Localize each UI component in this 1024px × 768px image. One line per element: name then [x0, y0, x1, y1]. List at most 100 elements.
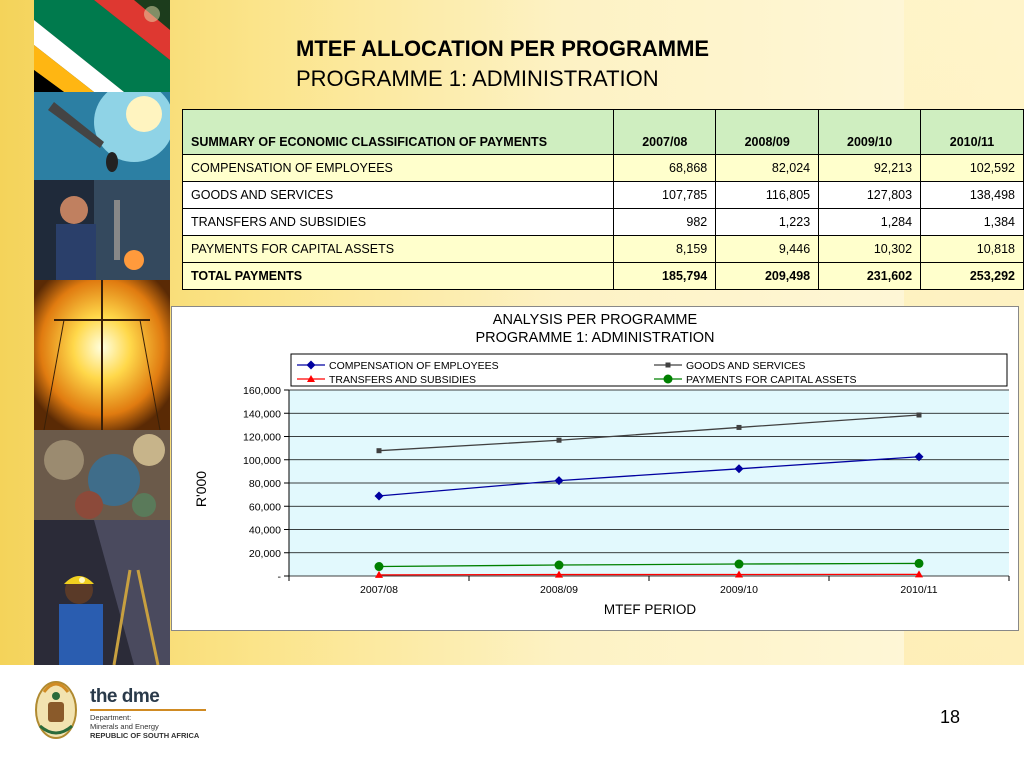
- department-text: Department: Minerals and Energy REPUBLIC…: [90, 713, 199, 740]
- table-cell: 9,446: [715, 235, 820, 263]
- worker-furnace-photo: [34, 180, 170, 280]
- legend-label: TRANSFERS AND SUBSIDIES: [329, 374, 476, 386]
- y-tick-label: 20,000: [249, 548, 281, 560]
- row-label: TRANSFERS AND SUBSIDIES: [181, 208, 615, 236]
- table-cell: 10,818: [920, 235, 1024, 263]
- row-label: PAYMENTS FOR CAPITAL ASSETS: [181, 235, 615, 263]
- electricity-photo: [34, 280, 170, 430]
- table-row: PAYMENTS FOR CAPITAL ASSETS 8,159 9,446 …: [181, 235, 1024, 263]
- y-axis-label: R'000: [193, 471, 209, 507]
- table-cell: 1,384: [920, 208, 1024, 236]
- table-cell: 10,302: [818, 235, 922, 263]
- oil-drop-photo: [34, 92, 170, 180]
- data-point: [554, 476, 564, 486]
- y-tick-label: 160,000: [243, 385, 281, 397]
- data-point: [735, 570, 743, 578]
- chart-title: ANALYSIS PER PROGRAMME: [493, 312, 698, 328]
- total-cell: 209,498: [715, 262, 820, 290]
- page-number: 18: [940, 707, 961, 727]
- table-header-row: SUMMARY OF ECONOMIC CLASSIFICATION OF PA…: [181, 109, 1024, 155]
- data-point: [734, 464, 744, 474]
- data-point: [375, 570, 383, 578]
- table-total-row: TOTAL PAYMENTS 185,794 209,498 231,602 2…: [181, 262, 1024, 290]
- y-tick-label: 40,000: [249, 525, 281, 537]
- y-tick-label: 80,000: [249, 478, 281, 490]
- x-tick-label: 2009/10: [720, 584, 758, 596]
- table-column-header: 2007/08: [613, 109, 717, 155]
- brand-dme: dme: [121, 686, 160, 707]
- total-cell: 253,292: [920, 262, 1024, 290]
- data-point: [374, 562, 384, 572]
- table-cell: 116,805: [715, 181, 820, 209]
- total-cell: 185,794: [613, 262, 717, 290]
- series-compensation-of-employees: [374, 452, 924, 501]
- photo-strip: [34, 0, 170, 665]
- row-label: GOODS AND SERVICES: [181, 181, 615, 209]
- dept-country: REPUBLIC OF SOUTH AFRICA: [90, 731, 200, 740]
- table-cell: 92,213: [818, 154, 922, 182]
- y-axis-ticks: - 20,000 40,000 60,000 80,000 100,000 120,000 1…: [243, 385, 289, 583]
- x-axis-label: MTEF PERIOD: [604, 602, 697, 617]
- y-tick-label: 120,000: [243, 432, 281, 444]
- table-cell: 1,284: [818, 208, 922, 236]
- legend-swatch-marker: [306, 360, 316, 370]
- table-column-header: 2010/11: [920, 109, 1024, 155]
- data-point: [376, 448, 382, 454]
- brand-name: the dme: [90, 686, 160, 708]
- dept-line: Minerals and Energy: [90, 722, 159, 731]
- total-cell: 231,602: [818, 262, 922, 290]
- line-chart: ANALYSIS PER PROGRAMME PROGRAMME 1: ADMI…: [193, 312, 1010, 617]
- legend-label: PAYMENTS FOR CAPITAL ASSETS: [686, 374, 857, 386]
- total-label: TOTAL PAYMENTS: [181, 262, 615, 290]
- table-cell: 1,223: [715, 208, 820, 236]
- legend-swatch-marker: [665, 362, 671, 368]
- coat-of-arms-icon: [35, 681, 77, 739]
- table-cell: 982: [613, 208, 717, 236]
- brand-prefix: the: [90, 686, 122, 707]
- grid-lines: [288, 389, 1009, 577]
- data-point: [374, 491, 384, 501]
- legend-swatch-marker: [307, 375, 315, 382]
- dme-logo: [30, 674, 230, 746]
- table-cell: 68,868: [613, 154, 717, 182]
- table-cell: 107,785: [613, 181, 717, 209]
- y-tick-label: -: [278, 571, 282, 583]
- y-tick-label: 60,000: [249, 501, 281, 513]
- miner-photo: [34, 520, 170, 665]
- table-header-label: SUMMARY OF ECONOMIC CLASSIFICATION OF PA…: [181, 109, 615, 155]
- legend-label: GOODS AND SERVICES: [686, 360, 805, 372]
- table-cell: 138,498: [920, 181, 1024, 209]
- legend-swatch-marker: [663, 374, 673, 384]
- table-cell: 102,592: [920, 154, 1024, 182]
- brand-divider: [90, 709, 206, 711]
- data-point: [736, 424, 742, 430]
- table-cell: 127,803: [818, 181, 922, 209]
- data-point: [555, 570, 563, 578]
- x-axis-ticks: 2007/08 2008/09 2009/10 2010/11: [288, 576, 1010, 596]
- legend-item: PAYMENTS FOR CAPITAL ASSETS: [654, 374, 857, 386]
- y-tick-label: 100,000: [243, 455, 281, 467]
- row-label: COMPENSATION OF EMPLOYEES: [181, 154, 615, 182]
- series-payments-for-capital-assets: [374, 558, 924, 572]
- chart-legend: [290, 353, 1008, 387]
- data-point: [915, 570, 923, 578]
- chart-subtitle: PROGRAMME 1: ADMINISTRATION: [475, 330, 714, 346]
- series-line: [378, 414, 920, 452]
- legend-items: COMPENSATION OF EMPLOYEES GOODS AND SERVI…: [297, 360, 857, 386]
- x-tick-label: 2007/08: [360, 584, 398, 596]
- summary-table: SUMMARY OF ECONOMIC CLASSIFICATION OF PA…: [181, 109, 1024, 290]
- legend-item: TRANSFERS AND SUBSIDIES: [297, 374, 476, 386]
- minerals-photo: [34, 430, 170, 520]
- table-cell: 8,159: [613, 235, 717, 263]
- slide-subtitle: PROGRAMME 1: ADMINISTRATION: [296, 66, 659, 91]
- table-column-header: 2009/10: [818, 109, 922, 155]
- table-cell: 82,024: [715, 154, 820, 182]
- data-point: [914, 558, 924, 568]
- x-tick-label: 2010/11: [900, 584, 937, 596]
- data-point: [554, 560, 564, 570]
- table-column-header: 2008/09: [715, 109, 820, 155]
- series-line: [378, 562, 920, 568]
- data-point: [916, 412, 922, 418]
- series-goods-and-services: [376, 412, 922, 454]
- data-point: [734, 559, 744, 569]
